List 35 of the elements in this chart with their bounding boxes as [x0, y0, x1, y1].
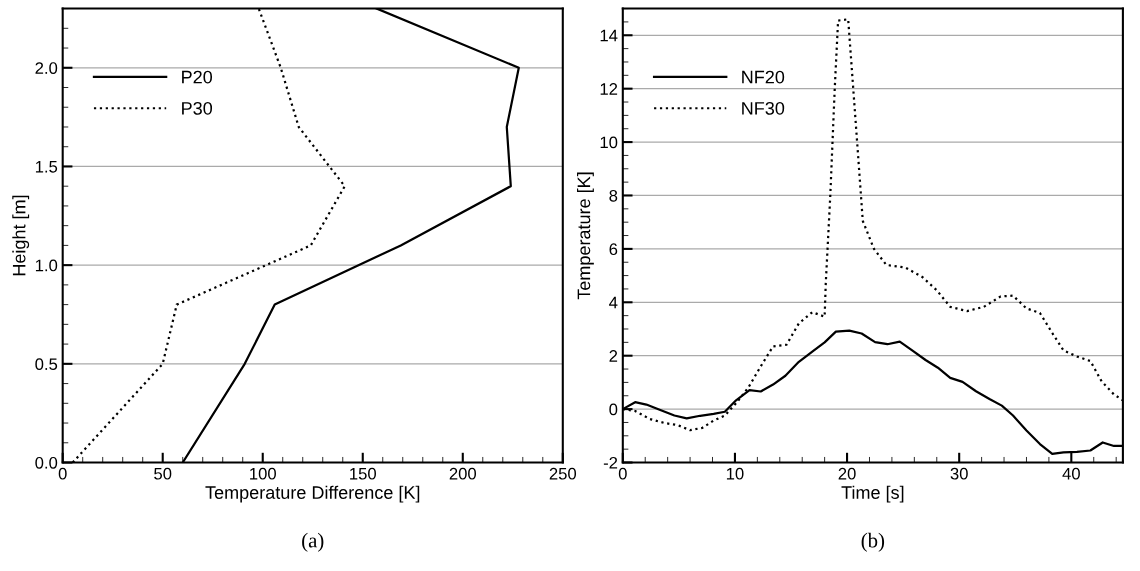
x-tick-label: 10	[726, 467, 744, 480]
x-axis-title: Time [s]	[841, 485, 904, 503]
text: (b)	[861, 532, 885, 552]
y-tick-label: -2	[603, 456, 618, 469]
x-tick-label: 100	[250, 467, 276, 480]
y-tick-label: 2	[609, 350, 618, 362]
legend-label: NF20	[742, 70, 785, 84]
x-tick-label: 150	[350, 467, 377, 480]
y-tick-label: 12	[600, 83, 618, 95]
y-tick-label: 4	[609, 296, 618, 309]
x-tick-label: 250	[549, 467, 577, 480]
y-tick-label: 10	[600, 136, 618, 149]
y-tick-label: 1.5	[35, 161, 58, 173]
y-tick-label: 0.0	[35, 456, 58, 469]
x-tick-label: 30	[950, 467, 968, 480]
legend-label: P30	[182, 101, 213, 115]
y-tick-label: 2.0	[35, 62, 58, 74]
y-axis-title: Height [m]	[12, 195, 30, 276]
y-tick-label: 8	[609, 189, 618, 202]
legend-label: P20	[182, 70, 213, 84]
x-tick-label: 200	[449, 467, 477, 480]
y-tick-label: 0	[609, 403, 618, 416]
y-tick-label: 14	[600, 29, 618, 42]
y-axis-title: Temperature [K]	[577, 172, 594, 300]
x-tick-label: 50	[154, 467, 172, 480]
y-tick-label: 1.0	[35, 259, 58, 272]
y-tick-label: 6	[609, 243, 618, 256]
y-tick-label: 0.5	[35, 358, 58, 371]
x-tick-label: 20	[838, 467, 856, 480]
x-tick-label: 40	[1062, 467, 1080, 480]
x-tick-label: 0	[58, 467, 67, 480]
text: (a)	[302, 532, 324, 552]
legend-label: NF30	[742, 101, 785, 115]
x-axis-title: Temperature Difference [K]	[205, 485, 420, 503]
x-tick-label: 0	[618, 467, 627, 480]
